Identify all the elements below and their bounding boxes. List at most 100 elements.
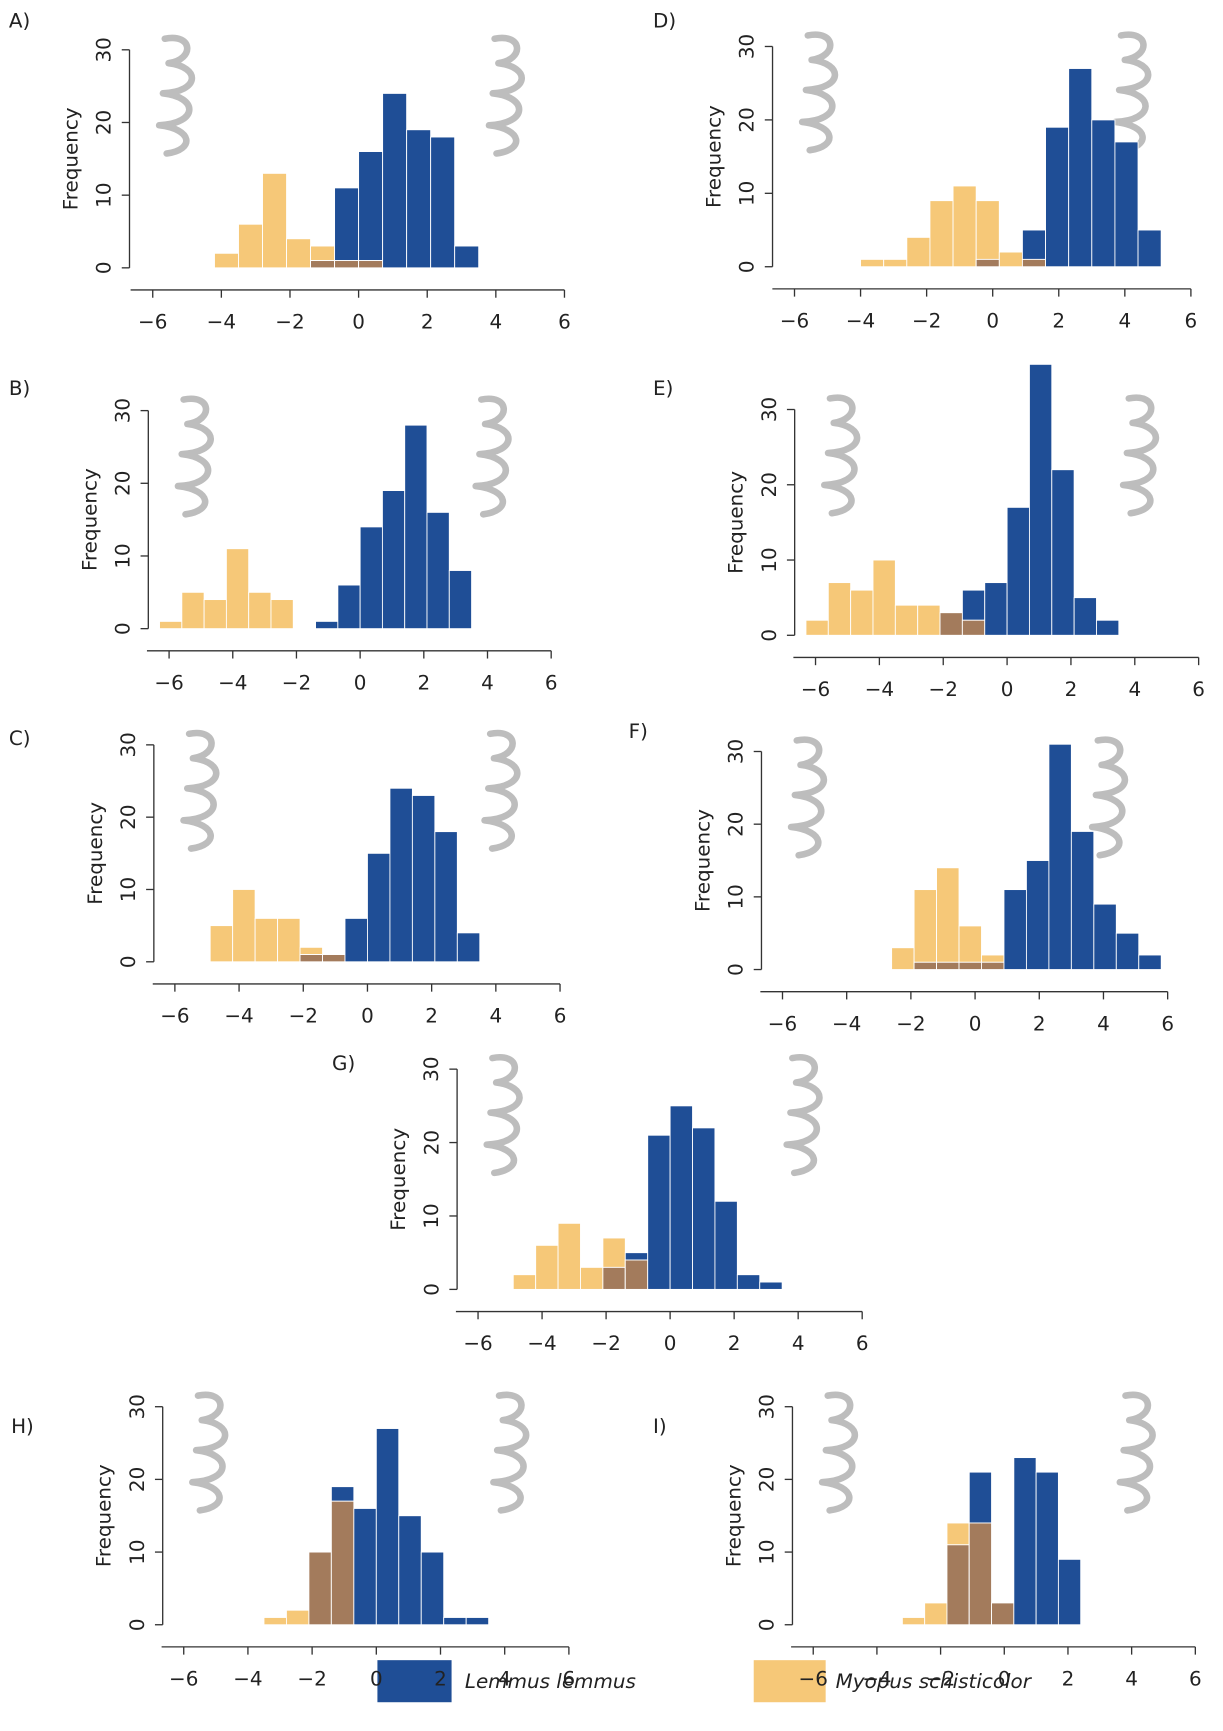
x-tick-label: −2 — [929, 678, 958, 701]
x-tick-label: 0 — [370, 1668, 383, 1691]
bar — [512, 1274, 537, 1290]
bar — [181, 591, 205, 630]
bar — [759, 1281, 783, 1290]
bar — [1091, 119, 1116, 268]
tooth-outline — [189, 1391, 229, 1514]
overlap-bar — [1021, 258, 1046, 268]
bar — [860, 258, 885, 268]
x-tick-label: 2 — [417, 671, 430, 694]
x-tick-label: −2 — [275, 311, 304, 334]
bar — [535, 1244, 559, 1290]
bar — [381, 490, 406, 630]
x-tick-label: 2 — [434, 1668, 447, 1691]
x-tick-label: 4 — [498, 1668, 511, 1691]
overlap-bar — [299, 954, 323, 963]
tooth-outline — [485, 34, 525, 157]
bar — [669, 1105, 693, 1290]
tooth-outline — [821, 394, 861, 517]
tooth-outline — [174, 395, 214, 518]
tooth-outline — [472, 395, 512, 518]
bar — [1006, 506, 1030, 636]
bar — [315, 620, 339, 630]
bar — [209, 925, 234, 963]
tooth-outline — [787, 736, 828, 859]
x-tick-label: −6 — [160, 1005, 189, 1028]
x-tick-label: −2 — [926, 1668, 955, 1691]
x-tick-label: 6 — [558, 311, 571, 334]
legend-label: Lemmus lemmus — [465, 1670, 636, 1693]
x-tick-label: −4 — [233, 1668, 262, 1691]
y-axis-title: Frequency — [702, 105, 725, 208]
x-tick-label: 4 — [1097, 1012, 1110, 1035]
x-tick-label: 2 — [421, 311, 434, 334]
x-tick-label: −6 — [768, 1012, 797, 1035]
bar — [1115, 932, 1140, 970]
x-tick-label: 6 — [1192, 678, 1205, 701]
overlap-bar — [939, 612, 963, 636]
x-tick-label: −2 — [912, 310, 941, 333]
x-tick-label: 6 — [554, 1005, 567, 1028]
x-tick-label: −6 — [780, 310, 809, 333]
panel-label: F) — [629, 720, 648, 743]
bar — [232, 889, 256, 963]
bar — [448, 570, 473, 630]
bar — [375, 1428, 400, 1626]
bar — [465, 1617, 490, 1626]
overlap-bar — [310, 260, 336, 269]
bar — [254, 917, 279, 963]
x-tick-label: −6 — [138, 311, 167, 334]
x-tick-label: 0 — [361, 1005, 374, 1028]
bar — [984, 582, 1008, 636]
y-tick-label: 30 — [420, 1056, 443, 1081]
tooth-outline — [490, 1391, 530, 1514]
bar — [248, 591, 272, 630]
y-tick-label: 20 — [117, 804, 140, 829]
y-axis-title: Frequency — [78, 468, 101, 571]
panel: D) 0 10 20 30 Frequency −6 −4 −2 0 2 4 6 — [653, 10, 1197, 333]
x-tick-label: 2 — [1065, 678, 1078, 701]
x-tick-label: −4 — [846, 310, 875, 333]
y-tick-label: 0 — [420, 1283, 443, 1296]
bar — [358, 151, 384, 269]
bar — [359, 526, 383, 630]
bar — [929, 200, 954, 268]
x-tick-label: −2 — [289, 1005, 318, 1028]
tooth-outline — [1112, 31, 1152, 154]
bar — [827, 582, 852, 636]
y-tick-label: 30 — [725, 739, 748, 764]
y-axis-title: Frequency — [93, 1464, 116, 1567]
bar — [901, 1617, 926, 1626]
y-tick-label: 10 — [111, 543, 134, 568]
bar — [353, 1508, 377, 1626]
y-tick-label: 10 — [126, 1539, 149, 1564]
y-axis-title: Frequency — [387, 1128, 410, 1231]
y-tick-label: 20 — [126, 1467, 149, 1492]
bar — [891, 947, 915, 970]
bar — [714, 1200, 738, 1290]
y-tick-label: 20 — [736, 107, 759, 132]
y-tick-label: 20 — [111, 471, 134, 496]
tooth-outline — [818, 1391, 859, 1514]
x-tick-label: −2 — [591, 1332, 620, 1355]
x-tick-label: −6 — [169, 1668, 198, 1691]
y-tick-label: 10 — [725, 884, 748, 909]
bar — [214, 252, 239, 269]
bar — [406, 129, 432, 269]
x-tick-label: 4 — [1125, 1668, 1138, 1691]
x-tick-label: −4 — [832, 1012, 861, 1035]
x-tick-label: 4 — [792, 1332, 805, 1355]
bar — [270, 599, 294, 630]
panel: H) 0 10 20 30 Frequency −6 −4 −2 0 2 4 6 — [11, 1391, 575, 1691]
bar — [1070, 831, 1095, 970]
y-tick-label: 10 — [756, 1539, 779, 1564]
y-tick-label: 30 — [126, 1394, 149, 1419]
overlap-bar — [946, 1544, 970, 1626]
overlap-bar — [968, 1522, 992, 1626]
bar — [203, 599, 227, 630]
legend-swatch-lemmus — [377, 1660, 452, 1703]
bar — [936, 867, 960, 970]
overlap-bar — [975, 258, 1000, 268]
x-tick-label: −4 — [207, 311, 236, 334]
tooth-outline — [483, 1054, 523, 1177]
